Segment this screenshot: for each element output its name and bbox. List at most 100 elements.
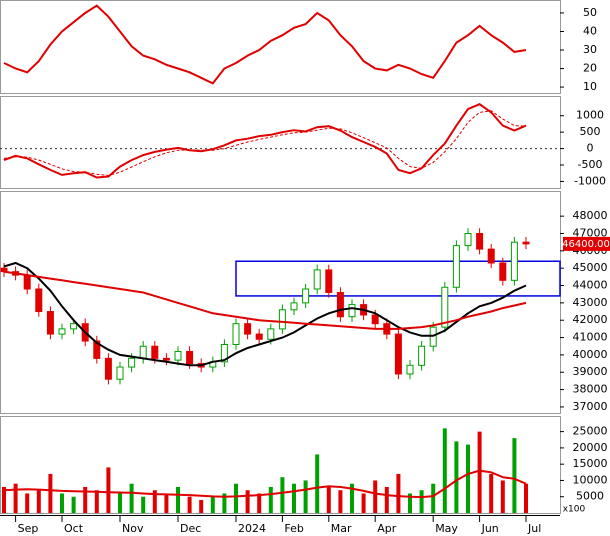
x-tick-label: Nov: [122, 522, 144, 535]
volume-bar: [524, 483, 528, 513]
y-tick-label: 20: [583, 62, 597, 75]
volume-bar: [245, 490, 250, 513]
candle-body: [58, 328, 66, 335]
volume-bar: [94, 490, 99, 513]
candle-body: [70, 323, 78, 330]
x-tick-label: Mar: [331, 522, 352, 535]
unit-label: x100: [563, 505, 586, 515]
volume-bar: [350, 483, 354, 513]
x-tick-label: Feb: [284, 522, 303, 535]
volume-bar: [500, 480, 505, 513]
panel-frame: [0, 416, 561, 514]
y-tick-label: 42000: [573, 313, 608, 326]
candle-body: [151, 345, 159, 359]
y-tick-label: 0: [587, 142, 594, 155]
x-tick-label: Apr: [377, 522, 397, 535]
x-tick-label: Dec: [180, 522, 201, 535]
volume-bar: [2, 486, 6, 513]
y-tick-label: 10000: [573, 473, 608, 486]
candle-body: [336, 291, 344, 318]
volume-bar: [141, 496, 146, 513]
x-tick-label: May: [435, 522, 458, 535]
candle-body: [476, 232, 484, 250]
candle-body: [46, 311, 54, 335]
volume-bar: [466, 444, 470, 513]
candle-body: [93, 340, 101, 359]
volume-bar: [106, 467, 111, 513]
volume-bar: [222, 493, 227, 513]
candle-body: [128, 357, 136, 368]
volume-bar: [326, 486, 331, 513]
candle-body: [452, 245, 460, 288]
volume-bar: [36, 490, 41, 513]
volume-bar: [454, 441, 459, 513]
panel-frame: [0, 0, 561, 94]
volume-bar: [83, 486, 88, 513]
volume-bar: [442, 428, 447, 513]
candle-body: [394, 333, 402, 375]
volume-bar: [268, 486, 273, 513]
candle-body: [325, 269, 333, 293]
volume-bar: [152, 490, 157, 513]
volume-bar: [384, 486, 389, 513]
volume-bar: [48, 473, 53, 513]
candle-body: [278, 309, 286, 330]
volume-bar: [71, 496, 76, 513]
y-tick-label: 41000: [573, 331, 608, 344]
candle-body: [348, 304, 356, 318]
candle-body: [290, 302, 298, 311]
candle-body: [418, 345, 426, 366]
last-price-label: 46400.00: [562, 239, 610, 250]
y-tick-label: 38000: [573, 383, 608, 396]
x-tick-label: Oct: [64, 522, 84, 535]
candle-body: [220, 343, 228, 363]
volume-bar: [408, 493, 412, 513]
y-tick-label: 40: [583, 24, 597, 37]
candle-body: [302, 288, 310, 304]
line-series: [3, 103, 527, 179]
volume-bar: [13, 483, 18, 513]
candle-body: [174, 350, 182, 361]
candle-body: [487, 248, 495, 264]
volume-bar: [512, 438, 517, 513]
x-tick-label: Jun: [481, 522, 499, 535]
candle-body: [186, 350, 194, 365]
candle-body: [406, 364, 414, 375]
volume-bar: [118, 493, 122, 513]
line-series: [3, 469, 527, 499]
y-tick-label: 48000: [573, 209, 608, 222]
candle-body: [499, 262, 507, 281]
volume-bar: [164, 493, 169, 513]
volume-bar: [25, 493, 30, 513]
x-tick-label: Jul: [527, 522, 541, 535]
y-tick-label: 40000: [573, 348, 608, 361]
y-tick-label: 43000: [573, 296, 608, 309]
candle-body: [371, 314, 379, 325]
candle-body: [139, 345, 147, 359]
volume-bar: [338, 490, 343, 513]
panel-frame: [0, 191, 561, 414]
volume-bar: [419, 490, 424, 513]
volume-bar: [234, 483, 238, 513]
volume-bar: [373, 480, 378, 513]
y-tick-label: 1000: [576, 109, 604, 122]
candle-body: [464, 232, 472, 247]
y-tick-label: 500: [580, 125, 601, 138]
volume-bar: [129, 483, 134, 513]
y-tick-label: 50: [583, 6, 597, 19]
candle-body: [522, 241, 530, 245]
volume-bar: [187, 496, 192, 513]
volume-bar: [361, 493, 366, 513]
candle-body: [232, 323, 240, 345]
candle-body: [510, 241, 518, 281]
candle-body: [244, 323, 252, 335]
volume-bar: [315, 454, 320, 513]
line-series: [3, 110, 527, 177]
volume-bar: [396, 473, 401, 513]
last-price-box: [563, 236, 610, 251]
y-tick-label: 30: [583, 43, 597, 56]
y-tick-label: 39000: [573, 365, 608, 378]
volume-bar: [303, 480, 308, 513]
line-series: [3, 261, 527, 367]
y-tick-label: 44000: [573, 279, 608, 292]
